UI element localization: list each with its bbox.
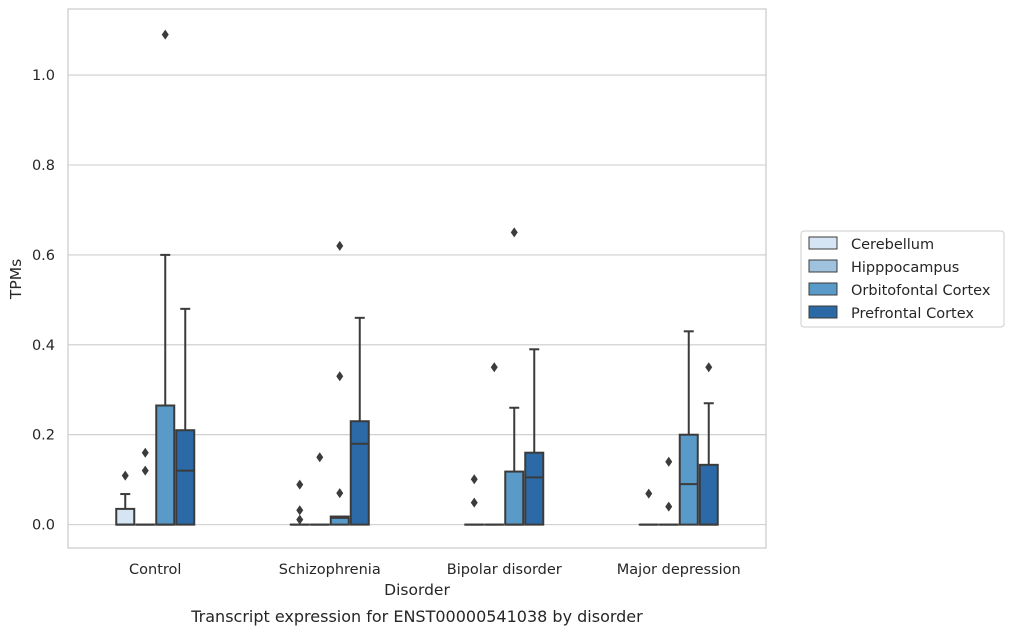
box [175,307,196,526]
y-tick-label: 0.8 [32,158,55,174]
box [658,456,679,526]
outlier-point [645,488,653,499]
outlier-point [296,479,304,490]
box [504,227,525,526]
legend-frame [800,230,1005,328]
box [484,362,505,526]
box [115,470,136,526]
box [678,330,699,526]
outlier-point [705,362,713,373]
plot-frame [67,8,767,549]
box-iqr [115,507,136,526]
x-tick-label: Major depression [617,562,741,578]
outlier-point [336,371,344,382]
legend-label: Cerebellum [851,237,934,253]
outlier-point [316,452,324,463]
box-iqr [155,404,176,526]
box [698,362,719,526]
outlier-point [296,514,304,525]
box [638,488,659,526]
box [289,479,310,526]
box-iqr [504,470,525,526]
x-tick-label: Schizophrenia [279,562,381,578]
y-tick-labels: 0.0 0.2 0.4 0.6 0.8 1.0 [32,68,55,534]
y-tick-label: 0.0 [32,518,55,534]
x-tick-label: Bipolar disorder [447,562,562,578]
legend-label: Orbitofontal Cortex [851,283,991,299]
box [464,474,485,526]
box-iqr [698,463,719,526]
box-iqr [524,451,545,526]
box [524,348,545,526]
outlier-point [336,240,344,251]
outlier-point [665,501,673,512]
legend-swatch [808,305,838,319]
y-tick-label: 0.6 [32,248,55,264]
legend-swatch [808,236,838,250]
outlier-point [141,465,149,476]
box-iqr [175,429,196,526]
chart-caption: Transcript expression for ENST0000054103… [190,607,643,626]
legend-label: Prefrontal Cortex [851,306,974,322]
y-tick-label: 1.0 [32,68,55,84]
outlier-point [665,456,673,467]
legend: Cerebellum Hipppocampus Orbitofontal Corte… [800,230,1005,328]
box-iqr [678,433,699,526]
outlier-point [470,497,478,508]
legend-swatch [808,282,838,296]
box-iqr [329,515,350,526]
x-axis-label: Disorder [384,581,450,599]
boxes [115,29,719,526]
outlier-point [336,488,344,499]
outlier-point [510,227,518,238]
box [349,316,370,526]
box [309,452,330,526]
outlier-point [141,447,149,458]
box [135,447,156,526]
box [329,240,350,526]
x-tick-label: Control [129,562,181,578]
x-tick-labels: Control Schizophrenia Bipolar disorder Majo… [129,562,741,578]
outlier-point [296,505,304,516]
box-iqr [349,420,370,526]
box [155,29,176,526]
outlier-point [161,29,169,40]
legend-swatch [808,259,838,273]
outlier-point [121,470,129,481]
y-tick-label: 0.4 [32,338,55,354]
legend-label: Hipppocampus [851,260,959,276]
outlier-point [490,362,498,373]
outlier-point [470,474,478,485]
y-tick-label: 0.2 [32,428,55,444]
y-axis-label: TPMs [7,259,25,300]
